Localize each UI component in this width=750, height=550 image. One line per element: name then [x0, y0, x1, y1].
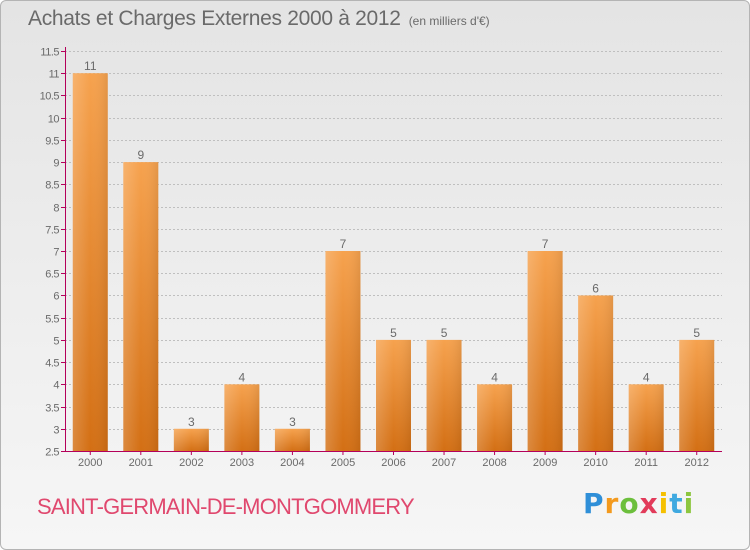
data-label: 5: [441, 326, 448, 340]
chart-title-block: Achats et Charges Externes 2000 à 2012 (e…: [28, 7, 490, 31]
y-tick-label: 5: [53, 336, 59, 348]
bar-shine: [628, 384, 664, 451]
y-tick-label: 2.5: [45, 447, 59, 459]
data-label: 3: [188, 415, 195, 429]
logo-letter: o: [619, 487, 640, 520]
x-tick-label: 2011: [634, 457, 658, 469]
y-tick-label: 4: [53, 380, 59, 392]
bar-shine: [426, 339, 462, 451]
logo-letter: x: [639, 487, 659, 520]
chart-title: Achats et Charges Externes 2000 à 2012: [28, 7, 401, 30]
y-tick-label: 4.5: [45, 358, 59, 370]
data-label: 7: [542, 237, 549, 251]
logo-letter: i: [658, 487, 670, 520]
x-tick-label: 2012: [684, 457, 708, 469]
y-tick-label: 7: [53, 247, 59, 259]
y-tick-label: 3: [53, 425, 59, 437]
bar-shine: [274, 428, 310, 451]
y-tick-label: 5.5: [45, 314, 59, 326]
x-tick-label: 2006: [381, 457, 405, 469]
data-label: 7: [340, 237, 347, 251]
y-tick-label: 10: [48, 114, 60, 126]
y-tick-label: 8: [53, 203, 59, 215]
x-tick-label: 2001: [129, 457, 153, 469]
data-label: 4: [643, 370, 650, 384]
y-tick-label: 6: [53, 291, 59, 303]
proxiti-logo[interactable]: Proxiti: [583, 487, 694, 520]
y-tick-label: 6.5: [45, 269, 59, 281]
x-tick-label: 2008: [482, 457, 506, 469]
logo-letter: r: [604, 487, 620, 520]
x-tick-label: 2005: [331, 457, 355, 469]
y-tick-label: 8.5: [45, 180, 59, 192]
x-tick-label: 2004: [280, 457, 304, 469]
y-tick-label: 3.5: [45, 403, 59, 415]
data-label: 5: [390, 326, 397, 340]
x-tick-label: 2003: [230, 457, 254, 469]
logo-letter: t: [669, 487, 684, 520]
data-label: 4: [491, 370, 498, 384]
bar-shine: [477, 384, 513, 451]
y-tick-label: 10.5: [40, 91, 60, 103]
bar-shine: [527, 251, 563, 451]
commune-name: SAINT-GERMAIN-DE-MONTGOMMERY: [37, 494, 415, 519]
x-tick-label: 2010: [583, 457, 607, 469]
bar-shine: [224, 384, 260, 451]
chart-subtitle: (en milliers d'€): [408, 14, 490, 28]
y-tick-label: 7.5: [45, 225, 59, 237]
logo-letter: i: [683, 487, 695, 520]
x-tick-label: 2007: [432, 457, 456, 469]
bar-shine: [123, 162, 159, 451]
bar-shine: [679, 339, 715, 451]
bar-shine: [173, 428, 209, 451]
y-tick-label: 9: [53, 158, 59, 170]
logo-letter: P: [583, 487, 605, 520]
bar-shine: [72, 73, 108, 451]
y-tick-label: 11: [49, 69, 60, 81]
data-label: 4: [239, 370, 246, 384]
data-label: 3: [289, 415, 296, 429]
data-label: 6: [592, 281, 599, 295]
x-tick-label: 2002: [179, 457, 203, 469]
data-label: 9: [137, 148, 144, 162]
y-tick-label: 11.5: [40, 47, 59, 59]
bar-shine: [325, 251, 361, 451]
y-tick-label: 9.5: [45, 136, 59, 148]
data-label: 11: [84, 59, 97, 73]
bar-shine: [376, 339, 411, 451]
data-label: 5: [693, 326, 700, 340]
x-tick-label: 2009: [533, 457, 557, 469]
bar-shine: [578, 295, 614, 451]
x-tick-label: 2000: [78, 457, 102, 469]
